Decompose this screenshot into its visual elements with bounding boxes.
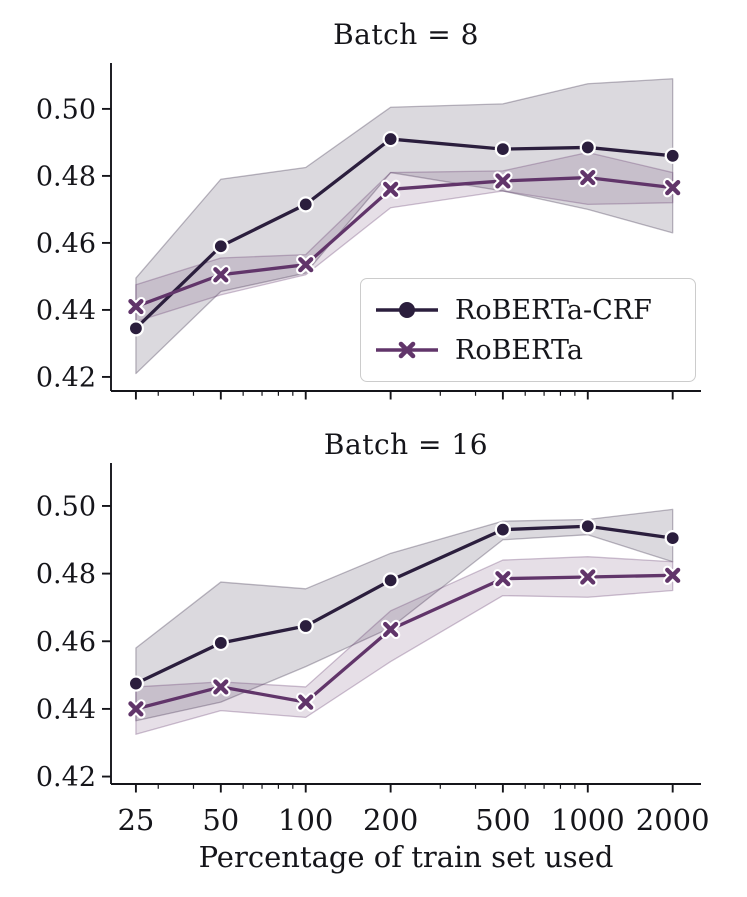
band-roberta xyxy=(135,556,674,735)
marker-x xyxy=(580,169,596,186)
marker-circle xyxy=(212,634,229,652)
y-tick-label: 0.42 xyxy=(36,362,96,393)
panel-1-title: Batch = 8 xyxy=(333,18,479,51)
marker-x xyxy=(665,567,681,583)
y-tick-label: 0.48 xyxy=(36,559,96,590)
marker-circle xyxy=(382,572,399,589)
panel-2-title: Batch = 16 xyxy=(323,428,489,461)
y-tick-label: 0.44 xyxy=(36,295,96,326)
marker-x xyxy=(580,569,596,585)
x-tick-label: 500 xyxy=(475,803,530,837)
marker-x xyxy=(383,621,399,638)
legend-entry-roberta-crf: RoBERTa-CRF xyxy=(373,295,683,326)
marker-circle xyxy=(664,529,681,547)
marker-circle xyxy=(127,320,145,337)
y-tick-label: 0.44 xyxy=(36,694,96,725)
marker-circle xyxy=(494,141,511,158)
marker-x xyxy=(383,181,399,197)
band-roberta-crf xyxy=(135,508,674,722)
marker-circle xyxy=(494,521,511,538)
marker-x xyxy=(298,257,314,273)
marker-circle xyxy=(297,617,314,635)
x-tick-label: 100 xyxy=(278,803,333,837)
x-tick-label: 2000 xyxy=(636,803,710,837)
marker-x xyxy=(665,180,681,196)
y-tick-label: 0.50 xyxy=(36,94,96,125)
panel-2-plot: 0.42 0.44 0.46 0.48 0.50 25 50 100 200 500 1000 200… xyxy=(36,463,710,837)
x-tick-label: 50 xyxy=(202,803,239,837)
panel-1-plot: 0.42 0.44 0.46 0.48 0.50 xyxy=(36,63,701,400)
legend-label-roberta: RoBERTa xyxy=(455,334,583,366)
marker-circle xyxy=(212,238,229,255)
y-tick-label: 0.50 xyxy=(36,491,96,522)
marker-x xyxy=(298,694,314,710)
y-tick-label: 0.42 xyxy=(36,762,96,793)
band-roberta-crf xyxy=(135,78,674,375)
marker-x xyxy=(128,701,144,717)
x-tick-label: 25 xyxy=(117,803,154,837)
marker-circle xyxy=(579,518,596,535)
x-tick-label: 1000 xyxy=(551,803,625,837)
x-axis-label: Percentage of train set used xyxy=(198,840,614,874)
legend: RoBERTa-CRF RoBERTa xyxy=(360,278,696,382)
x-tick-label: 200 xyxy=(363,803,418,837)
marker-x xyxy=(495,173,511,189)
y-tick-label: 0.46 xyxy=(36,228,96,259)
legend-label-roberta-crf: RoBERTa-CRF xyxy=(455,294,652,326)
marker-circle xyxy=(297,196,314,213)
marker-x xyxy=(213,267,229,283)
marker-x xyxy=(495,571,511,587)
marker-x xyxy=(128,298,144,315)
y-tick-label: 0.46 xyxy=(36,627,96,658)
marker-circle xyxy=(579,139,596,156)
marker-circle xyxy=(382,130,399,148)
y-tick-label: 0.48 xyxy=(36,161,96,192)
legend-entry-roberta: RoBERTa xyxy=(373,335,683,366)
legend-x-marker-icon xyxy=(376,341,438,359)
marker-circle xyxy=(127,675,145,692)
legend-circle-marker-icon xyxy=(376,302,438,318)
band-roberta xyxy=(135,151,674,323)
marker-circle xyxy=(664,147,681,164)
marker-x xyxy=(213,679,229,695)
